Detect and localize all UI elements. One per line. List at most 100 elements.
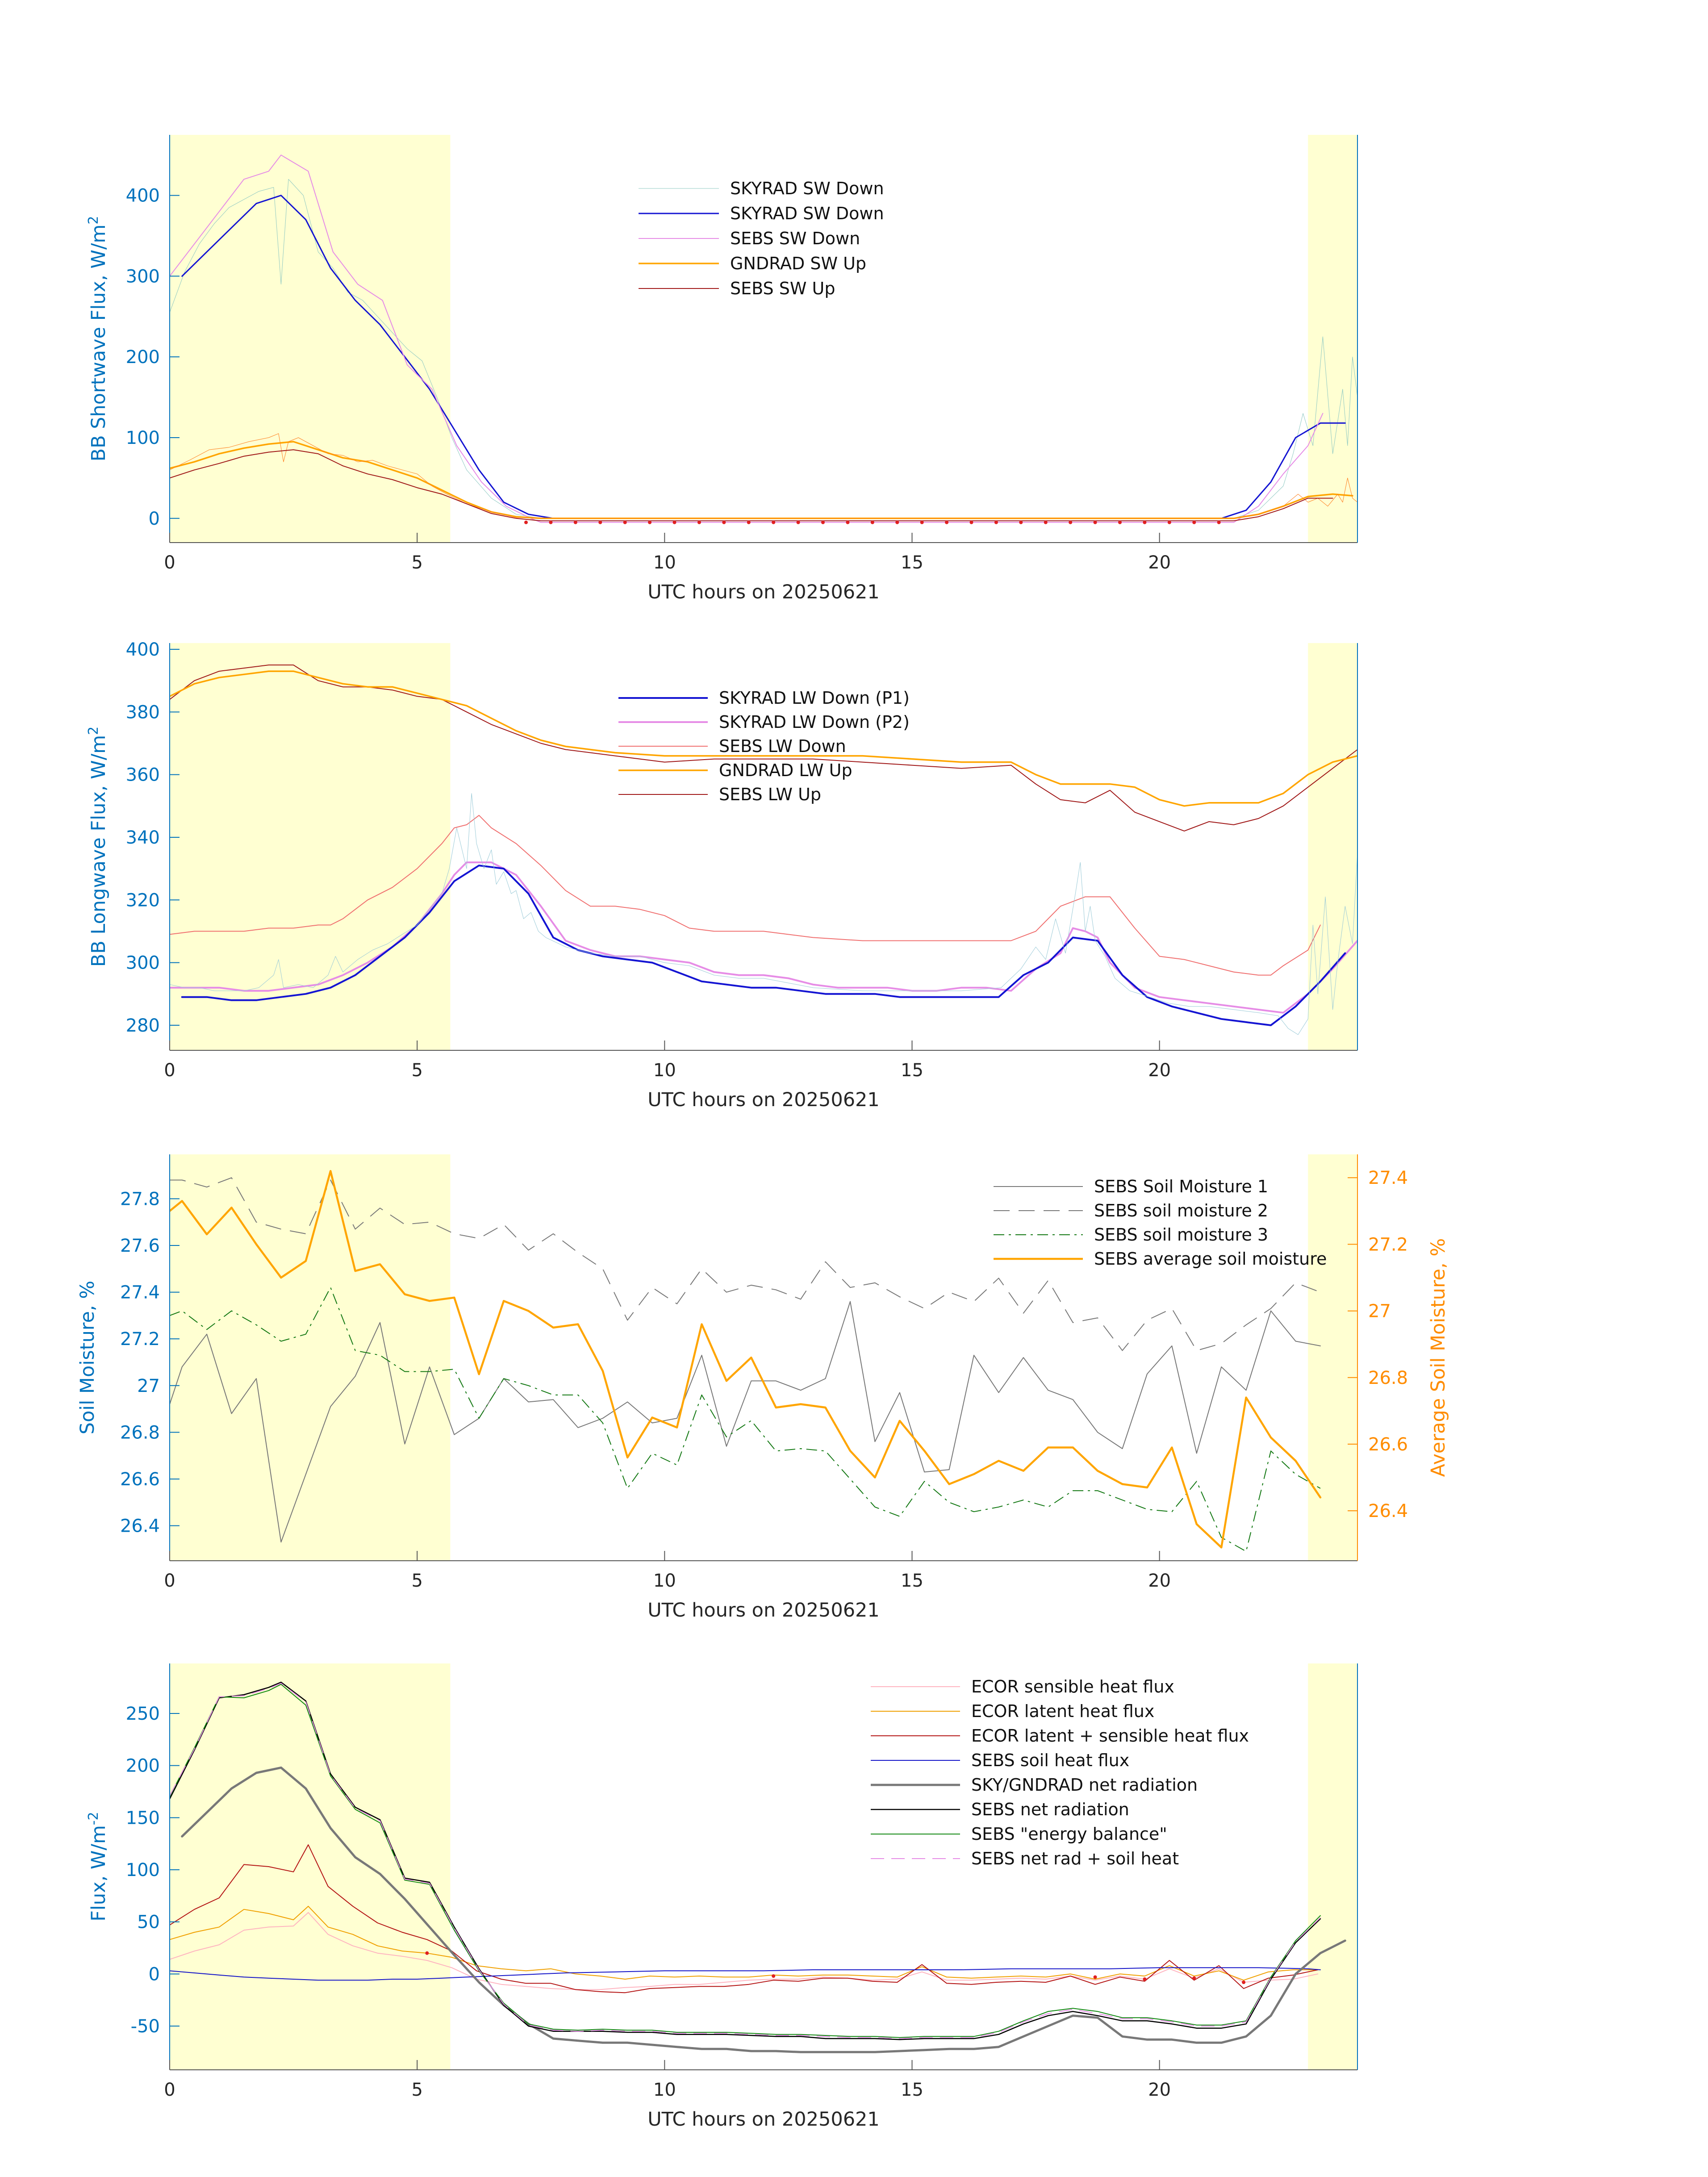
data-point-night-markers bbox=[697, 520, 701, 524]
legend-label: GNDRAD SW Up bbox=[730, 254, 866, 273]
y-axis-label: BB Longwave Flux, W/m2 bbox=[86, 727, 110, 967]
y-right-axis-label: Average Soil Moisture, % bbox=[1427, 1238, 1449, 1477]
data-point-ecor-markers bbox=[772, 1974, 776, 1978]
y-tick-label: 340 bbox=[126, 827, 160, 848]
chart-panel-1: 0 5 10 15 20 UTC hours on 20250621 0 100 200 300 4… bbox=[86, 135, 1358, 603]
x-axis-label: UTC hours on 20250621 bbox=[647, 2108, 880, 2131]
x-tick-label: 5 bbox=[411, 2080, 422, 2100]
x-tick-label: 10 bbox=[653, 1571, 676, 1591]
series-line-skyrad-sw-down[interactable] bbox=[170, 179, 1357, 519]
series-line-sebs-soil-moisture-1[interactable] bbox=[170, 1301, 1321, 1543]
y-axis-label-superscript: 2 bbox=[86, 727, 101, 735]
data-point-night-markers bbox=[870, 520, 874, 524]
data-point-night-markers bbox=[1093, 520, 1097, 524]
legend-label: ECOR sensible heat flux bbox=[971, 1677, 1174, 1696]
x-tick-label: 15 bbox=[901, 2080, 923, 2100]
y-tick-label: 27.6 bbox=[120, 1236, 160, 1256]
series-line-sebs-sw-down[interactable] bbox=[170, 155, 1324, 523]
data-point-night-markers bbox=[747, 520, 751, 524]
y-axis-label-superscript: -2 bbox=[86, 1812, 101, 1825]
y-tick-label: 26.6 bbox=[120, 1469, 160, 1490]
plot-area bbox=[170, 1170, 1322, 1552]
y-tick-label: 26.8 bbox=[120, 1422, 160, 1443]
y-tick-label: 300 bbox=[126, 266, 160, 287]
shaded-region bbox=[170, 1154, 451, 1561]
legend: SKYRAD LW Down (P1) SKYRAD LW Down (P2) SE… bbox=[618, 688, 910, 804]
series-line-sebs-average-soil-moisture[interactable] bbox=[170, 1170, 1322, 1549]
series-line-sebs-soil-heat-flux[interactable] bbox=[170, 1967, 1321, 1981]
series-line-gndrad-sw-up[interactable] bbox=[170, 433, 1357, 519]
y-tick-label: 100 bbox=[126, 428, 160, 448]
data-point-night-markers bbox=[920, 520, 924, 524]
data-point-night-markers bbox=[1069, 520, 1073, 524]
shaded-region bbox=[1308, 1154, 1357, 1561]
series-line-ecor-sensible-heat-flux[interactable] bbox=[170, 1912, 1319, 1990]
y-tick-label: 250 bbox=[126, 1704, 160, 1724]
y-tick-label: 280 bbox=[126, 1015, 160, 1036]
y-axis-label: Soil Moisture, % bbox=[76, 1281, 99, 1434]
chart-panel-4: 0 5 10 15 20 UTC hours on 20250621 -50 0 50 100 15… bbox=[86, 1663, 1358, 2131]
plot-area bbox=[170, 1681, 1346, 2053]
legend-label: SEBS net rad + soil heat bbox=[971, 1849, 1179, 1868]
data-point-night-markers bbox=[1019, 520, 1023, 524]
y-tick-label: 300 bbox=[126, 953, 160, 974]
series-line-ecor-latent-heat-flux[interactable] bbox=[170, 1905, 1319, 1981]
series-line-sebs-net-radiation[interactable] bbox=[170, 1681, 1321, 2040]
series-line-skyrad-sw-down[interactable] bbox=[181, 195, 1346, 519]
series-line-sebs-soil-moisture-3[interactable] bbox=[170, 1287, 1321, 1552]
legend-label: SEBS "energy balance" bbox=[971, 1824, 1167, 1844]
series-line-sebs-soil-moisture-2[interactable] bbox=[170, 1177, 1321, 1351]
series-line-sebs-sw-up[interactable] bbox=[170, 449, 1333, 522]
series-line-ecor-latent-sensible-heat-flux[interactable] bbox=[170, 1844, 1319, 1993]
series-line-sebs-lw-up[interactable] bbox=[170, 664, 1357, 832]
y-tick-label: 200 bbox=[126, 1756, 160, 1776]
chart-panel-2: 0 5 10 15 20 UTC hours on 20250621 280 300 320 34… bbox=[86, 639, 1358, 1111]
legend-label: SEBS average soil moisture bbox=[1094, 1249, 1327, 1269]
y-tick-label: 320 bbox=[126, 890, 160, 911]
y-tick-label: 400 bbox=[126, 186, 160, 206]
y-axis-label-superscript: 2 bbox=[86, 216, 101, 225]
series-line-gndrad-lw-up[interactable] bbox=[170, 670, 1357, 807]
y-right-tick-label: 27.2 bbox=[1368, 1234, 1408, 1255]
x-tick-label: 5 bbox=[411, 552, 422, 573]
shaded-region bbox=[170, 135, 451, 543]
data-point-night-markers bbox=[672, 520, 677, 524]
series-line-sebs-lw-down[interactable] bbox=[170, 815, 1321, 976]
y-axis-label: BB Shortwave Flux, W/m2 bbox=[86, 216, 110, 462]
x-tick-label: 5 bbox=[411, 1571, 422, 1591]
y-tick-label: 0 bbox=[149, 1964, 160, 1985]
x-tick-label: 15 bbox=[901, 1571, 923, 1591]
x-tick-label: 20 bbox=[1148, 1571, 1171, 1591]
y-tick-label: 380 bbox=[126, 702, 160, 723]
data-point-ecor-markers bbox=[1143, 1977, 1147, 1981]
series-line-skyrad-lw-down-raw[interactable] bbox=[170, 793, 1357, 1035]
series-line-sebs-energy-balance[interactable] bbox=[170, 1684, 1321, 2038]
data-point-night-markers bbox=[846, 520, 850, 524]
data-point-night-markers bbox=[969, 520, 973, 524]
data-point-night-markers bbox=[1217, 520, 1221, 524]
y-right-tick-label: 26.6 bbox=[1368, 1434, 1408, 1455]
data-point-night-markers bbox=[1044, 520, 1048, 524]
chart-panel-3: 0 5 10 15 20 UTC hours on 20250621 26.4 26.6 26.… bbox=[76, 1154, 1449, 1621]
series-line-sky-gndrad-net-radiation[interactable] bbox=[181, 1766, 1346, 2053]
y-tick-label: 27.8 bbox=[120, 1189, 160, 1209]
y-tick-label: 27 bbox=[137, 1376, 160, 1396]
x-tick-label: 0 bbox=[164, 552, 175, 573]
x-tick-label: 10 bbox=[653, 1060, 676, 1081]
y-right-tick-label: 26.4 bbox=[1368, 1501, 1408, 1521]
y-tick-label: 100 bbox=[126, 1860, 160, 1880]
x-tick-label: 20 bbox=[1148, 1060, 1171, 1081]
x-axis-label: UTC hours on 20250621 bbox=[647, 1089, 880, 1111]
legend-label: SEBS net radiation bbox=[971, 1800, 1129, 1819]
data-point-night-markers bbox=[821, 520, 825, 524]
y-right-tick-label: 27.4 bbox=[1368, 1168, 1408, 1188]
y-tick-label: 27.2 bbox=[120, 1329, 160, 1350]
legend: ECOR sensible heat flux ECOR latent heat … bbox=[871, 1677, 1249, 1868]
series-line-sebs-net-rad-soil-heat[interactable] bbox=[170, 1683, 1321, 2039]
plot-area bbox=[170, 664, 1357, 1035]
series-line-skyrad-lw-down-p2[interactable] bbox=[170, 861, 1357, 1014]
shaded-region bbox=[170, 1663, 451, 2070]
shaded-region bbox=[1308, 135, 1357, 543]
x-tick-label: 10 bbox=[653, 552, 676, 573]
series-line-skyrad-lw-down-p1[interactable] bbox=[181, 865, 1346, 1026]
